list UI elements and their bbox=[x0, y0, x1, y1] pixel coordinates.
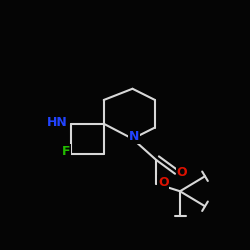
Text: O: O bbox=[177, 166, 187, 179]
Text: O: O bbox=[158, 176, 168, 189]
Text: HN: HN bbox=[47, 116, 68, 129]
Text: F: F bbox=[62, 145, 70, 158]
Text: N: N bbox=[128, 130, 139, 143]
